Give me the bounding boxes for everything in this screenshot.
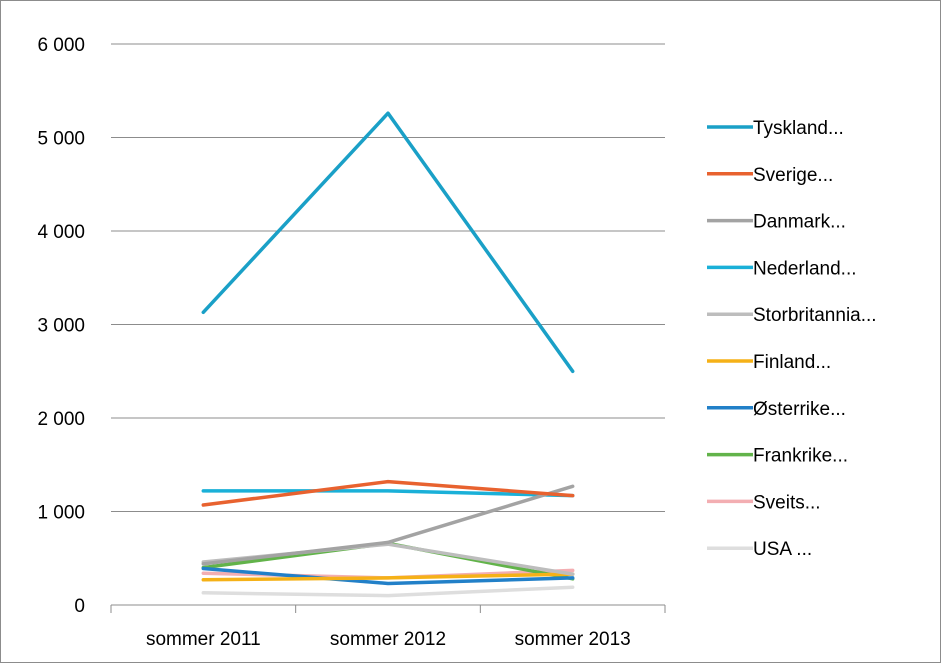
grid-lines bbox=[111, 43, 665, 512]
y-tick-label: 4 000 bbox=[37, 222, 85, 243]
legend: Tyskland... Sverige... Danmark... Nederland… bbox=[707, 118, 877, 560]
legend-item: Frankrike... bbox=[707, 446, 848, 467]
x-axis: sommer 2011 sommer 2012 sommer 2013 bbox=[110, 604, 666, 650]
legend-label: Finland... bbox=[753, 352, 831, 373]
legend-label: Østerrike... bbox=[753, 399, 846, 420]
y-tick-label: 2 000 bbox=[37, 409, 85, 430]
legend-item: Finland... bbox=[707, 352, 831, 373]
legend-item: USA ... bbox=[707, 539, 812, 560]
y-axis-ticks: 0 1 000 2 000 3 000 4 000 5 000 6 000 bbox=[37, 35, 85, 617]
legend-label: Storbritannia... bbox=[753, 305, 877, 326]
legend-item: Tyskland... bbox=[707, 118, 844, 139]
x-tick-label: sommer 2011 bbox=[146, 629, 261, 650]
series-line bbox=[201, 111, 575, 374]
legend-item: Storbritannia... bbox=[707, 305, 877, 326]
series-line bbox=[201, 585, 575, 598]
series-line bbox=[201, 572, 575, 582]
series-line bbox=[201, 489, 575, 498]
y-tick-label: 0 bbox=[74, 596, 85, 617]
series-line bbox=[201, 484, 575, 566]
legend-label: Frankrike... bbox=[753, 446, 848, 467]
legend-label: USA ... bbox=[753, 539, 812, 560]
series-line bbox=[201, 479, 575, 507]
legend-label: Sverige... bbox=[753, 165, 833, 186]
legend-item: Østerrike... bbox=[707, 399, 846, 420]
series-lines bbox=[201, 111, 575, 598]
y-tick-label: 1 000 bbox=[37, 503, 85, 524]
legend-label: Sveits... bbox=[753, 492, 821, 513]
series-line bbox=[201, 566, 575, 586]
legend-item: Sverige... bbox=[707, 165, 833, 186]
y-tick-label: 3 000 bbox=[37, 316, 85, 337]
legend-label: Danmark... bbox=[753, 212, 846, 233]
legend-item: Sveits... bbox=[707, 492, 821, 513]
legend-label: Tyskland... bbox=[753, 118, 844, 139]
y-tick-label: 6 000 bbox=[37, 35, 85, 56]
legend-item: Danmark... bbox=[707, 212, 846, 233]
legend-item: Nederland... bbox=[707, 258, 857, 279]
y-tick-label: 5 000 bbox=[37, 129, 85, 150]
x-tick-label: sommer 2013 bbox=[515, 629, 631, 650]
x-tick-label: sommer 2012 bbox=[330, 629, 446, 650]
legend-label: Nederland... bbox=[753, 258, 857, 279]
